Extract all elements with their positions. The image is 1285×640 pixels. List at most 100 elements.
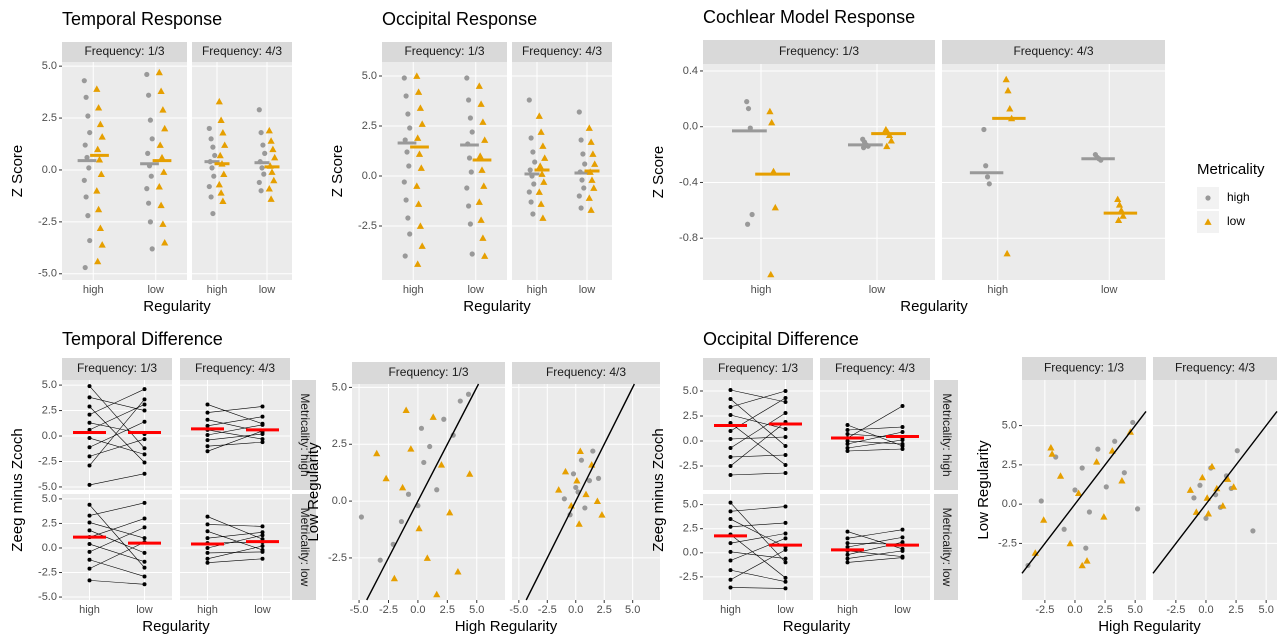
y-tick-label: 5.0 <box>1002 419 1017 431</box>
point <box>205 545 210 550</box>
y-tick-label: -2.5 <box>679 571 698 583</box>
identity-line <box>525 383 636 601</box>
point <box>87 549 92 554</box>
pair-line <box>847 440 903 445</box>
point <box>468 169 474 175</box>
pair-line <box>89 473 145 486</box>
point <box>728 455 733 459</box>
point <box>481 252 489 259</box>
facet-strip <box>820 358 930 380</box>
point <box>580 151 586 157</box>
x-tick-label: high <box>197 604 218 616</box>
point <box>96 224 104 231</box>
point <box>1234 448 1240 454</box>
pair-line <box>847 557 903 563</box>
point <box>1061 526 1067 532</box>
point <box>210 144 216 150</box>
point <box>1004 86 1012 94</box>
point <box>358 514 365 520</box>
pair-line <box>207 430 263 452</box>
point <box>728 437 733 441</box>
panel-background <box>62 380 172 490</box>
point <box>986 181 992 187</box>
point <box>467 115 473 121</box>
point <box>783 575 788 580</box>
facet-label: Frequency: 1/3 <box>404 44 484 58</box>
point <box>417 164 425 171</box>
pair-line <box>730 551 786 559</box>
point <box>1047 443 1055 451</box>
x-tick-label: 2.5 <box>597 604 612 616</box>
point <box>728 397 733 401</box>
pair-line <box>89 397 145 411</box>
y-tick-label: 5.0 <box>683 499 698 511</box>
x-tick-label: -2.5 <box>379 604 398 616</box>
x-axis-label: Regularity <box>142 618 210 635</box>
point <box>147 219 153 225</box>
point <box>155 182 163 190</box>
y-tick-label: 0.0 <box>42 542 57 554</box>
x-tick-label: 0.0 <box>1198 604 1213 616</box>
point <box>578 205 584 211</box>
pair-line <box>730 506 786 512</box>
point <box>595 475 602 481</box>
point <box>159 106 167 113</box>
point <box>771 203 779 211</box>
point <box>205 536 210 541</box>
point <box>205 556 210 561</box>
point <box>464 185 470 191</box>
point <box>728 509 733 514</box>
point <box>1118 476 1126 484</box>
x-tick-label: low <box>777 604 794 616</box>
point <box>87 237 93 244</box>
pair-line <box>847 426 903 431</box>
y-tick-label: 5.0 <box>362 70 377 82</box>
facet-strip <box>352 362 505 384</box>
point <box>205 449 210 454</box>
x-tick-label: low <box>894 604 911 616</box>
x-tick-label: -5.0 <box>509 604 528 616</box>
point <box>441 416 447 422</box>
point <box>415 150 424 157</box>
point <box>87 412 92 417</box>
facet-strip <box>1153 357 1277 380</box>
y-tick-label: -0.4 <box>679 176 698 188</box>
point <box>541 154 549 161</box>
point <box>87 578 92 583</box>
pair-line <box>847 529 903 539</box>
pair-line <box>847 424 903 447</box>
facet-strip <box>180 358 290 380</box>
pair-line <box>730 502 786 563</box>
point <box>148 173 154 179</box>
y-tick-label: -2.5 <box>679 460 698 472</box>
pair-line <box>89 421 145 448</box>
point <box>87 420 92 425</box>
panel-background <box>180 380 290 490</box>
point <box>156 141 164 148</box>
point <box>582 505 588 511</box>
point <box>219 197 227 204</box>
point <box>87 404 92 409</box>
pair-line <box>847 550 903 559</box>
point <box>149 246 155 252</box>
point <box>1083 557 1091 564</box>
point <box>845 529 850 534</box>
point <box>423 554 431 561</box>
pair-line <box>730 569 786 582</box>
point <box>783 411 788 415</box>
point <box>745 105 752 112</box>
point <box>142 419 147 424</box>
x-tick-label: high <box>79 604 100 616</box>
x-tick-label: low <box>1101 284 1118 296</box>
point <box>578 457 585 463</box>
point <box>87 129 93 136</box>
point <box>1003 249 1011 257</box>
pair-line <box>730 436 786 440</box>
point <box>405 215 411 221</box>
point <box>1121 470 1127 476</box>
point <box>265 185 273 192</box>
point <box>401 75 407 81</box>
point <box>591 160 599 167</box>
point <box>783 556 788 561</box>
panel-background <box>703 64 935 280</box>
